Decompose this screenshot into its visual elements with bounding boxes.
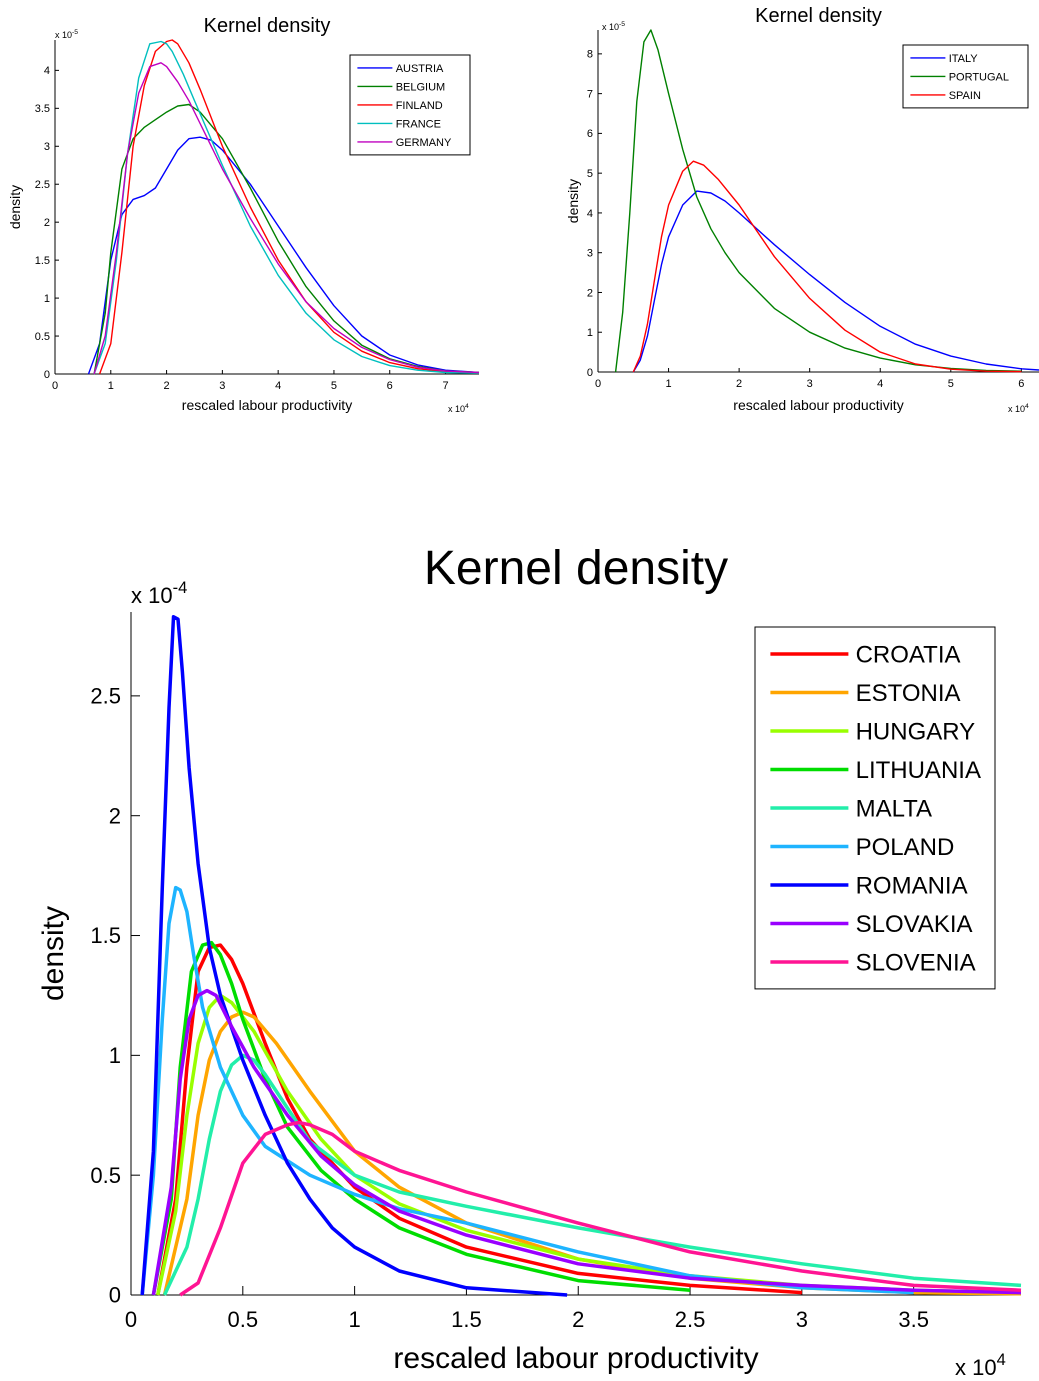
chart3: Kernel density 0 0.5 1 1.5 2 2.5 3 3.5 0 0.5 1 1.5 2 2… [37, 542, 1021, 1380]
chart1-x-label: rescaled labour productivity [182, 397, 352, 413]
chart3-x-label: rescaled labour productivity [393, 1342, 758, 1375]
chart1-x-tick-label: 5 [331, 380, 337, 392]
chart1-x-tick-label: 7 [442, 380, 448, 392]
chart1-y-tick-label: 0 [44, 369, 50, 381]
chart1-x-tick-label: 3 [219, 380, 225, 392]
chart1-legend-label: GERMANY [396, 137, 452, 149]
chart1-x-tick-label: 4 [275, 380, 281, 392]
chart1-y-tick-label: 1 [44, 293, 50, 305]
chart1-legend-label: FRANCE [396, 118, 441, 130]
chart1-series-austria [89, 137, 480, 374]
chart1-y-tick-label: 0.5 [35, 331, 50, 343]
chart2-y-tick-label: 5 [587, 168, 593, 180]
chart3-legend-label: SLOVAKIA [856, 911, 973, 938]
chart2-title: Kernel density [755, 5, 882, 27]
chart3-x-tick-label: 1 [348, 1307, 360, 1332]
chart2-x-tick-label: 1 [665, 378, 671, 390]
chart3-x-tick-label: 0 [125, 1307, 137, 1332]
chart3-x-tick-label: 3 [796, 1307, 808, 1332]
chart3-legend-label: SLOVENIA [856, 950, 976, 977]
chart3-legend-label: ESTONIA [856, 680, 961, 707]
chart2: Kernel density 0 1 2 3 4 5 6 0 1 2 3 4 5 6 7 8 x 10-5 x 10… [565, 5, 1039, 414]
chart2-x-tick-label: 4 [877, 378, 883, 390]
chart2-y-tick-label: 1 [587, 327, 593, 339]
chart1-x-tick-label: 6 [387, 380, 393, 392]
chart3-x-tick-label: 3.5 [898, 1307, 929, 1332]
chart3-x-tick-label: 1.5 [451, 1307, 482, 1332]
chart3-legend-label: LITHUANIA [856, 757, 981, 784]
chart3-y-tick-label: 0.5 [90, 1163, 121, 1188]
chart3-legend-label: HUNGARY [856, 719, 976, 746]
chart2-legend: ITALY PORTUGAL SPAIN [903, 45, 1028, 108]
chart3-y-tick-label: 2.5 [90, 684, 121, 709]
chart2-legend-label: PORTUGAL [949, 71, 1009, 83]
chart1-y-tick-label: 3 [44, 141, 50, 153]
chart2-y-exponent: x 10-5 [602, 21, 625, 32]
chart2-y-tick-label: 6 [587, 128, 593, 140]
chart3-x-tick-label: 2.5 [675, 1307, 706, 1332]
chart1-x-tick-label: 1 [108, 380, 114, 392]
chart3-x-exponent: x 104 [955, 1351, 1006, 1380]
chart2-legend-label: ITALY [949, 53, 979, 65]
chart1-y-tick-label: 2 [44, 217, 50, 229]
chart3-legend-label: MALTA [856, 796, 932, 823]
chart3-y-tick-label: 1.5 [90, 923, 121, 948]
chart3-series-slovenia [180, 1123, 1021, 1296]
chart3-x-tick-label: 0.5 [228, 1307, 259, 1332]
chart1-y-tick-label: 1.5 [35, 255, 50, 267]
chart3-legend-label: POLAND [856, 834, 955, 861]
chart1-title: Kernel density [204, 15, 331, 37]
chart3-series-estonia [165, 1012, 1022, 1295]
chart3-legend-label: ROMANIA [856, 873, 968, 900]
chart1-legend-label: BELGIUM [396, 81, 446, 93]
chart1-legend: AUSTRIA BELGIUM FINLAND FRANCE GERMANY [350, 55, 470, 155]
chart1-y-tick-label: 2.5 [35, 179, 50, 191]
chart1-x-exponent: x 104 [448, 403, 469, 414]
chart2-x-label: rescaled labour productivity [733, 397, 903, 413]
chart3-y-tick-label: 1 [109, 1043, 121, 1068]
chart2-x-exponent: x 104 [1008, 403, 1029, 414]
chart3-legend: CROATIA ESTONIA HUNGARY LITHUANIA MALTA POLAN… [755, 627, 995, 989]
chart2-y-tick-label: 2 [587, 287, 593, 299]
chart2-x-tick-label: 5 [948, 378, 954, 390]
chart3-title: Kernel density [424, 542, 728, 595]
chart3-series-hungary [158, 995, 1021, 1295]
chart1-y-exponent: x 10-5 [55, 29, 78, 40]
chart2-y-tick-label: 7 [587, 88, 593, 100]
chart1-y-label: density [7, 185, 23, 229]
chart3-x-tick-label: 2 [572, 1307, 584, 1332]
chart2-y-tick-label: 3 [587, 248, 593, 260]
chart1-legend-label: AUSTRIA [396, 63, 444, 75]
chart2-y-tick-label: 4 [587, 208, 593, 220]
chart3-y-exponent: x 10-4 [131, 579, 187, 608]
chart1-y-tick-label: 3.5 [35, 103, 50, 115]
chart3-y-tick-label: 0 [109, 1283, 121, 1308]
chart3-y-tick-label: 2 [109, 803, 121, 828]
chart2-x-tick-label: 6 [1018, 378, 1024, 390]
chart3-legend-label: CROATIA [856, 642, 961, 669]
chart3-series-lithuania [153, 943, 690, 1295]
chart3-y-label: density [37, 906, 70, 1001]
chart2-legend-label: SPAIN [949, 90, 981, 102]
chart2-x-tick-label: 3 [807, 378, 813, 390]
chart1-legend-label: FINLAND [396, 100, 443, 112]
chart2-x-tick-label: 2 [736, 378, 742, 390]
chart3-series-slovakia [153, 991, 1021, 1295]
chart2-y-label: density [565, 179, 581, 223]
chart1-y-tick-label: 4 [44, 65, 50, 77]
chart1: Kernel density 0 1 2 3 4 5 6 7 0 0.5 1 1.5 2 2.5 3 3.5 4 x… [7, 15, 479, 414]
chart3-series-croatia [158, 945, 802, 1295]
chart2-x-tick-label: 0 [595, 378, 601, 390]
chart2-y-tick-label: 8 [587, 49, 593, 61]
chart1-x-tick-label: 2 [164, 380, 170, 392]
chart1-x-tick-label: 0 [52, 380, 58, 392]
chart2-y-tick-label: 0 [587, 367, 593, 379]
